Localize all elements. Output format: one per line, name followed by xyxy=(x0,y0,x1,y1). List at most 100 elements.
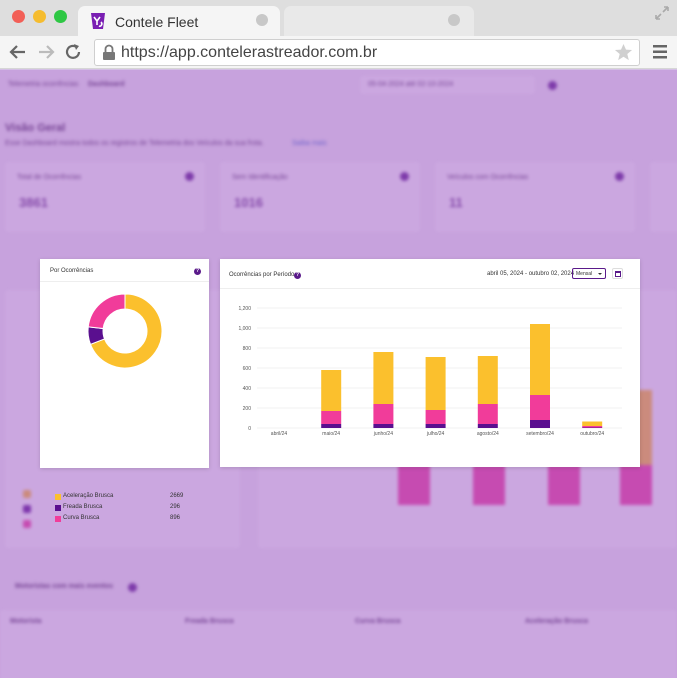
legend-label: Aceleração Brusca xyxy=(63,493,114,499)
occurrences-stacked-bar-chart: 0 200 400 600 800 1,000 1,200 abril/24 maio/24 ju… xyxy=(238,306,622,437)
help-icon[interactable] xyxy=(128,583,137,592)
table-header[interactable]: Freada Brusca xyxy=(185,618,234,625)
filter-icon[interactable] xyxy=(548,81,557,90)
bar-segment[interactable] xyxy=(425,424,446,428)
panel-title: Ocorrências por Período xyxy=(229,272,295,278)
date-range-picker[interactable]: 05-04-2024 até 02-10-2024 xyxy=(360,76,535,94)
legend-item[interactable]: Freada Brusca 296 xyxy=(55,504,205,512)
browser-toolbar: https://app.contelerastreador.com.br xyxy=(0,36,677,69)
chevron-down-icon xyxy=(598,273,602,275)
background-bar xyxy=(398,465,430,505)
x-tick-label: setembro/24 xyxy=(526,431,554,437)
table-header[interactable]: Curva Brusca xyxy=(355,618,401,625)
bar-segment[interactable] xyxy=(530,420,550,428)
legend-item[interactable]: Curva Brusca 896 xyxy=(55,515,205,523)
x-tick-label: junho/24 xyxy=(373,431,393,437)
y-tick-label: 1,200 xyxy=(238,306,251,312)
address-bar[interactable]: https://app.contelerastreador.com.br xyxy=(94,39,640,66)
occurrences-by-period-panel: Ocorrências por Período ? abril 05, 2024… xyxy=(220,259,640,467)
tab-close-icon[interactable] xyxy=(256,14,268,26)
bar-segment[interactable] xyxy=(321,411,342,424)
bar-segment[interactable] xyxy=(373,404,394,424)
page-title: Visão Geral xyxy=(5,122,66,134)
back-arrow-icon[interactable] xyxy=(8,42,28,62)
help-icon[interactable]: ? xyxy=(294,272,301,279)
occurrences-donut-chart xyxy=(87,293,163,369)
y-tick-label: 200 xyxy=(243,406,252,412)
bar-segment[interactable] xyxy=(373,424,394,428)
table-header[interactable]: Motorista xyxy=(10,618,42,625)
breadcrumb-current: Dashboard xyxy=(88,81,125,88)
help-icon[interactable]: ? xyxy=(194,268,201,275)
bar-segment[interactable] xyxy=(321,424,342,428)
help-icon[interactable] xyxy=(615,172,624,181)
close-window-button[interactable] xyxy=(12,10,25,23)
y-tick-label: 600 xyxy=(243,366,252,372)
bar-segment[interactable] xyxy=(530,395,550,420)
legend-swatch xyxy=(55,516,61,522)
reload-icon[interactable] xyxy=(63,42,83,62)
menu-icon[interactable] xyxy=(653,44,667,60)
x-tick-label: outubro/24 xyxy=(580,431,604,437)
bar-segment[interactable] xyxy=(425,410,446,424)
forward-arrow-icon[interactable] xyxy=(36,42,56,62)
breadcrumb-parent[interactable]: Telemetria ocorrências xyxy=(8,81,79,88)
x-tick-label: maio/24 xyxy=(322,431,340,437)
help-icon[interactable] xyxy=(185,172,194,181)
contele-logo-icon xyxy=(91,13,105,29)
y-tick-label: 400 xyxy=(243,386,252,392)
pie-slice[interactable] xyxy=(87,293,126,330)
background-bar xyxy=(548,465,580,505)
legend-swatch xyxy=(23,490,31,498)
bar-segment[interactable] xyxy=(582,421,603,427)
bar-segment[interactable] xyxy=(582,427,603,429)
panel-divider xyxy=(40,281,209,282)
x-tick-label: agosto/24 xyxy=(477,431,499,437)
period-select[interactable]: Mensal xyxy=(572,268,606,279)
browser-tab-active[interactable]: Contele Fleet xyxy=(78,6,280,36)
tab-close-icon[interactable] xyxy=(448,14,460,26)
legend-label: Curva Brusca xyxy=(63,515,100,521)
bar-segment[interactable] xyxy=(477,356,498,404)
kpi-card: Total de Ocorrências 3861 xyxy=(5,162,205,232)
y-tick-label: 1,000 xyxy=(238,326,251,332)
bookmark-star-icon[interactable] xyxy=(614,43,633,62)
browser-tab-new[interactable] xyxy=(284,6,474,36)
minimize-window-button[interactable] xyxy=(33,10,46,23)
y-tick-label: 0 xyxy=(248,426,251,432)
panel-divider xyxy=(220,288,640,289)
page-subtitle: Esse Dashboard mostra todos os registros… xyxy=(5,140,264,147)
ranking-title: Motoristas com mais eventos xyxy=(15,583,114,590)
table-header[interactable]: Aceleração Brusca xyxy=(525,618,589,625)
legend-item[interactable]: Aceleração Brusca 2669 xyxy=(55,493,205,501)
tab-title: Contele Fleet xyxy=(115,14,199,30)
background-bar xyxy=(620,465,652,505)
bar-segment[interactable] xyxy=(477,424,498,428)
expand-icon[interactable] xyxy=(653,4,671,22)
bar-segment[interactable] xyxy=(373,352,394,404)
bar-segment[interactable] xyxy=(530,324,550,395)
maximize-window-button[interactable] xyxy=(54,10,67,23)
bar-segment[interactable] xyxy=(425,357,446,410)
legend-swatch xyxy=(23,520,31,528)
lock-icon xyxy=(103,44,115,60)
bar-segment[interactable] xyxy=(582,426,603,428)
page-subtitle-link[interactable]: Saiba mais xyxy=(292,140,327,147)
x-tick-label: julho/24 xyxy=(426,431,445,437)
tab-bar: Contele Fleet xyxy=(0,0,677,36)
help-icon[interactable] xyxy=(400,172,409,181)
bar-segment[interactable] xyxy=(321,370,342,411)
kpi-card: Veículos com Ocorrências 11 xyxy=(435,162,635,232)
pie-slice[interactable] xyxy=(89,293,163,369)
bar-segment[interactable] xyxy=(477,404,498,424)
calendar-button[interactable] xyxy=(612,268,623,279)
legend-value: 2669 xyxy=(170,493,184,499)
x-tick-label: abril/24 xyxy=(271,431,288,437)
period-date-range: abril 05, 2024 - outubro 02, 2024 xyxy=(487,271,575,277)
calendar-icon xyxy=(615,271,621,277)
background-bar xyxy=(473,465,505,505)
kpi-label: Total de Ocorrências xyxy=(17,174,82,181)
legend-value: 896 xyxy=(170,515,181,521)
kpi-card: Sem Identificação 1016 xyxy=(220,162,420,232)
url-text: https://app.contelerastreador.com.br xyxy=(121,44,378,61)
